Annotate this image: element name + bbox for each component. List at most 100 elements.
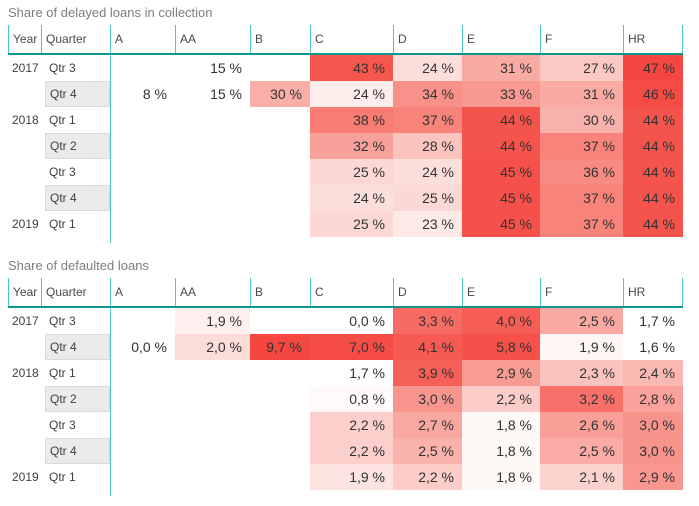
value-cell-d[interactable]: 2,7 % bbox=[393, 412, 462, 438]
value-cell-f[interactable]: 37 % bbox=[540, 133, 623, 159]
value-cell-e[interactable]: 45 % bbox=[462, 185, 540, 211]
value-cell-e[interactable]: 45 % bbox=[462, 211, 540, 237]
value-cell-d[interactable]: 24 % bbox=[393, 159, 462, 185]
row-header-year[interactable]: 2018 bbox=[12, 366, 39, 380]
value-cell-d[interactable]: 23 % bbox=[393, 211, 462, 237]
value-cell-e[interactable]: 33 % bbox=[462, 81, 540, 107]
row-header-quarter[interactable]: Qtr 3 bbox=[41, 308, 110, 334]
value-cell-f[interactable]: 2,6 % bbox=[540, 412, 623, 438]
column-header-aa[interactable]: AA bbox=[175, 25, 250, 53]
row-header-year[interactable]: 2019 bbox=[12, 217, 39, 231]
value-cell-d[interactable]: 24 % bbox=[393, 55, 462, 81]
value-cell-c[interactable]: 1,7 % bbox=[349, 365, 385, 381]
value-cell-f[interactable]: 27 % bbox=[540, 55, 623, 81]
value-cell-e[interactable]: 4,0 % bbox=[462, 308, 540, 334]
row-header-quarter[interactable]: Qtr 4 bbox=[41, 438, 110, 464]
value-cell-hr[interactable]: 46 % bbox=[623, 81, 683, 107]
value-cell-aa[interactable]: 15 % bbox=[210, 86, 242, 102]
row-header-quarter[interactable]: Qtr 2 bbox=[41, 133, 110, 159]
value-cell-d[interactable]: 3,0 % bbox=[393, 386, 462, 412]
value-cell-d[interactable]: 28 % bbox=[393, 133, 462, 159]
value-cell-hr[interactable]: 44 % bbox=[623, 159, 683, 185]
row-header-year[interactable]: 2018 bbox=[12, 113, 39, 127]
value-cell-f[interactable]: 36 % bbox=[540, 159, 623, 185]
row-header-quarter[interactable]: Qtr 3 bbox=[41, 55, 110, 81]
value-cell-e[interactable]: 31 % bbox=[462, 55, 540, 81]
value-cell-e[interactable]: 1,8 % bbox=[462, 412, 540, 438]
value-cell-c[interactable]: 1,9 % bbox=[310, 464, 393, 490]
column-header-c[interactable]: C bbox=[310, 278, 393, 306]
value-cell-d[interactable]: 37 % bbox=[393, 107, 462, 133]
value-cell-c[interactable]: 0,8 % bbox=[310, 386, 393, 412]
value-cell-e[interactable]: 1,8 % bbox=[462, 438, 540, 464]
row-header-quarter[interactable]: Qtr 1 bbox=[41, 107, 110, 133]
value-cell-d[interactable]: 4,1 % bbox=[393, 334, 462, 360]
column-header-year[interactable]: Year bbox=[8, 278, 41, 306]
column-header-c[interactable]: C bbox=[310, 25, 393, 53]
value-cell-hr[interactable]: 44 % bbox=[623, 107, 683, 133]
value-cell-c[interactable]: 38 % bbox=[310, 107, 393, 133]
row-header-year[interactable]: 2017 bbox=[12, 61, 39, 75]
value-cell-f[interactable]: 37 % bbox=[540, 185, 623, 211]
value-cell-aa[interactable]: 2,0 % bbox=[175, 334, 250, 360]
column-header-d[interactable]: D bbox=[393, 25, 462, 53]
value-cell-c[interactable]: 2,2 % bbox=[310, 412, 393, 438]
column-header-year[interactable]: Year bbox=[8, 25, 41, 53]
column-header-hr[interactable]: HR bbox=[623, 25, 683, 53]
value-cell-a[interactable]: 8 % bbox=[142, 86, 167, 102]
column-header-e[interactable]: E bbox=[462, 25, 540, 53]
value-cell-hr[interactable]: 1,7 % bbox=[639, 313, 675, 329]
value-cell-c[interactable]: 0,0 % bbox=[349, 313, 385, 329]
value-cell-aa[interactable]: 15 % bbox=[210, 60, 242, 76]
value-cell-hr[interactable]: 44 % bbox=[623, 133, 683, 159]
column-header-b[interactable]: B bbox=[250, 25, 310, 53]
value-cell-f[interactable]: 31 % bbox=[540, 81, 623, 107]
value-cell-b[interactable]: 9,7 % bbox=[250, 334, 310, 360]
value-cell-hr[interactable]: 47 % bbox=[623, 55, 683, 81]
column-header-a[interactable]: A bbox=[110, 25, 175, 53]
column-header-quarter[interactable]: Quarter bbox=[41, 278, 110, 306]
value-cell-e[interactable]: 5,8 % bbox=[462, 334, 540, 360]
value-cell-d[interactable]: 34 % bbox=[393, 81, 462, 107]
value-cell-hr[interactable]: 44 % bbox=[623, 211, 683, 237]
row-header-quarter[interactable]: Qtr 1 bbox=[41, 360, 110, 386]
value-cell-f[interactable]: 2,5 % bbox=[540, 308, 623, 334]
value-cell-aa[interactable]: 1,9 % bbox=[175, 308, 250, 334]
value-cell-d[interactable]: 3,3 % bbox=[393, 308, 462, 334]
value-cell-f[interactable]: 1,9 % bbox=[540, 334, 623, 360]
column-header-e[interactable]: E bbox=[462, 278, 540, 306]
value-cell-hr[interactable]: 44 % bbox=[623, 185, 683, 211]
row-header-quarter[interactable]: Qtr 1 bbox=[41, 211, 110, 237]
value-cell-c[interactable]: 24 % bbox=[310, 185, 393, 211]
value-cell-hr[interactable]: 2,8 % bbox=[623, 386, 683, 412]
column-header-quarter[interactable]: Quarter bbox=[41, 25, 110, 53]
value-cell-c[interactable]: 25 % bbox=[310, 211, 393, 237]
value-cell-e[interactable]: 2,2 % bbox=[462, 386, 540, 412]
value-cell-d[interactable]: 2,2 % bbox=[393, 464, 462, 490]
value-cell-c[interactable]: 7,0 % bbox=[310, 334, 393, 360]
value-cell-d[interactable]: 3,9 % bbox=[393, 360, 462, 386]
column-header-hr[interactable]: HR bbox=[623, 278, 683, 306]
value-cell-f[interactable]: 2,3 % bbox=[540, 360, 623, 386]
column-header-aa[interactable]: AA bbox=[175, 278, 250, 306]
value-cell-a[interactable]: 0,0 % bbox=[131, 339, 167, 355]
column-header-f[interactable]: F bbox=[540, 278, 623, 306]
column-header-a[interactable]: A bbox=[110, 278, 175, 306]
value-cell-c[interactable]: 32 % bbox=[310, 133, 393, 159]
value-cell-f[interactable]: 37 % bbox=[540, 211, 623, 237]
value-cell-f[interactable]: 30 % bbox=[540, 107, 623, 133]
row-header-quarter[interactable]: Qtr 2 bbox=[41, 386, 110, 412]
row-header-quarter[interactable]: Qtr 4 bbox=[41, 334, 110, 360]
column-header-f[interactable]: F bbox=[540, 25, 623, 53]
row-header-quarter[interactable]: Qtr 3 bbox=[41, 412, 110, 438]
value-cell-e[interactable]: 44 % bbox=[462, 107, 540, 133]
value-cell-c[interactable]: 25 % bbox=[310, 159, 393, 185]
value-cell-hr[interactable]: 3,0 % bbox=[623, 412, 683, 438]
column-header-b[interactable]: B bbox=[250, 278, 310, 306]
row-header-year[interactable]: 2017 bbox=[12, 314, 39, 328]
value-cell-hr[interactable]: 2,4 % bbox=[623, 360, 683, 386]
value-cell-e[interactable]: 1,8 % bbox=[462, 464, 540, 490]
row-header-quarter[interactable]: Qtr 4 bbox=[41, 81, 110, 107]
value-cell-e[interactable]: 44 % bbox=[462, 133, 540, 159]
value-cell-c[interactable]: 24 % bbox=[310, 81, 393, 107]
